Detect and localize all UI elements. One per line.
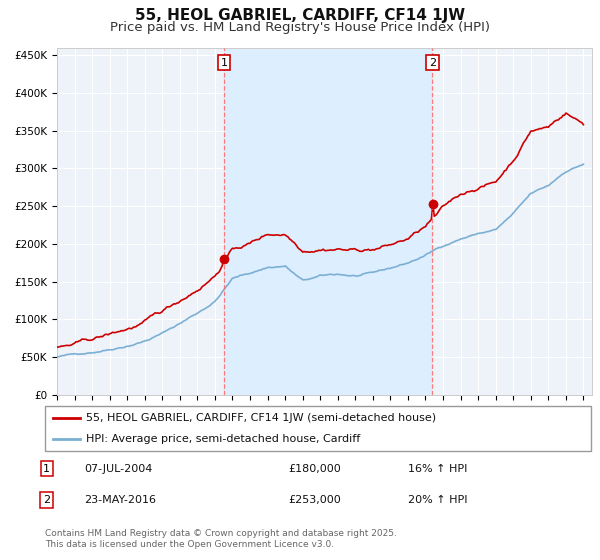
FancyBboxPatch shape: [45, 406, 591, 451]
Text: 1: 1: [43, 464, 50, 474]
Text: HPI: Average price, semi-detached house, Cardiff: HPI: Average price, semi-detached house,…: [86, 433, 360, 444]
Text: 07-JUL-2004: 07-JUL-2004: [84, 464, 152, 474]
Text: £180,000: £180,000: [288, 464, 341, 474]
Text: 2: 2: [43, 495, 50, 505]
Text: 16% ↑ HPI: 16% ↑ HPI: [408, 464, 467, 474]
Text: 55, HEOL GABRIEL, CARDIFF, CF14 1JW: 55, HEOL GABRIEL, CARDIFF, CF14 1JW: [135, 8, 465, 24]
Text: 1: 1: [221, 58, 227, 68]
Text: 2: 2: [429, 58, 436, 68]
Text: 55, HEOL GABRIEL, CARDIFF, CF14 1JW (semi-detached house): 55, HEOL GABRIEL, CARDIFF, CF14 1JW (sem…: [86, 413, 436, 423]
Text: Price paid vs. HM Land Registry's House Price Index (HPI): Price paid vs. HM Land Registry's House …: [110, 21, 490, 34]
Text: 20% ↑ HPI: 20% ↑ HPI: [408, 495, 467, 505]
Bar: [224, 48, 433, 395]
Text: Contains HM Land Registry data © Crown copyright and database right 2025.
This d: Contains HM Land Registry data © Crown c…: [45, 529, 397, 549]
Text: £253,000: £253,000: [288, 495, 341, 505]
Text: 23-MAY-2016: 23-MAY-2016: [84, 495, 156, 505]
